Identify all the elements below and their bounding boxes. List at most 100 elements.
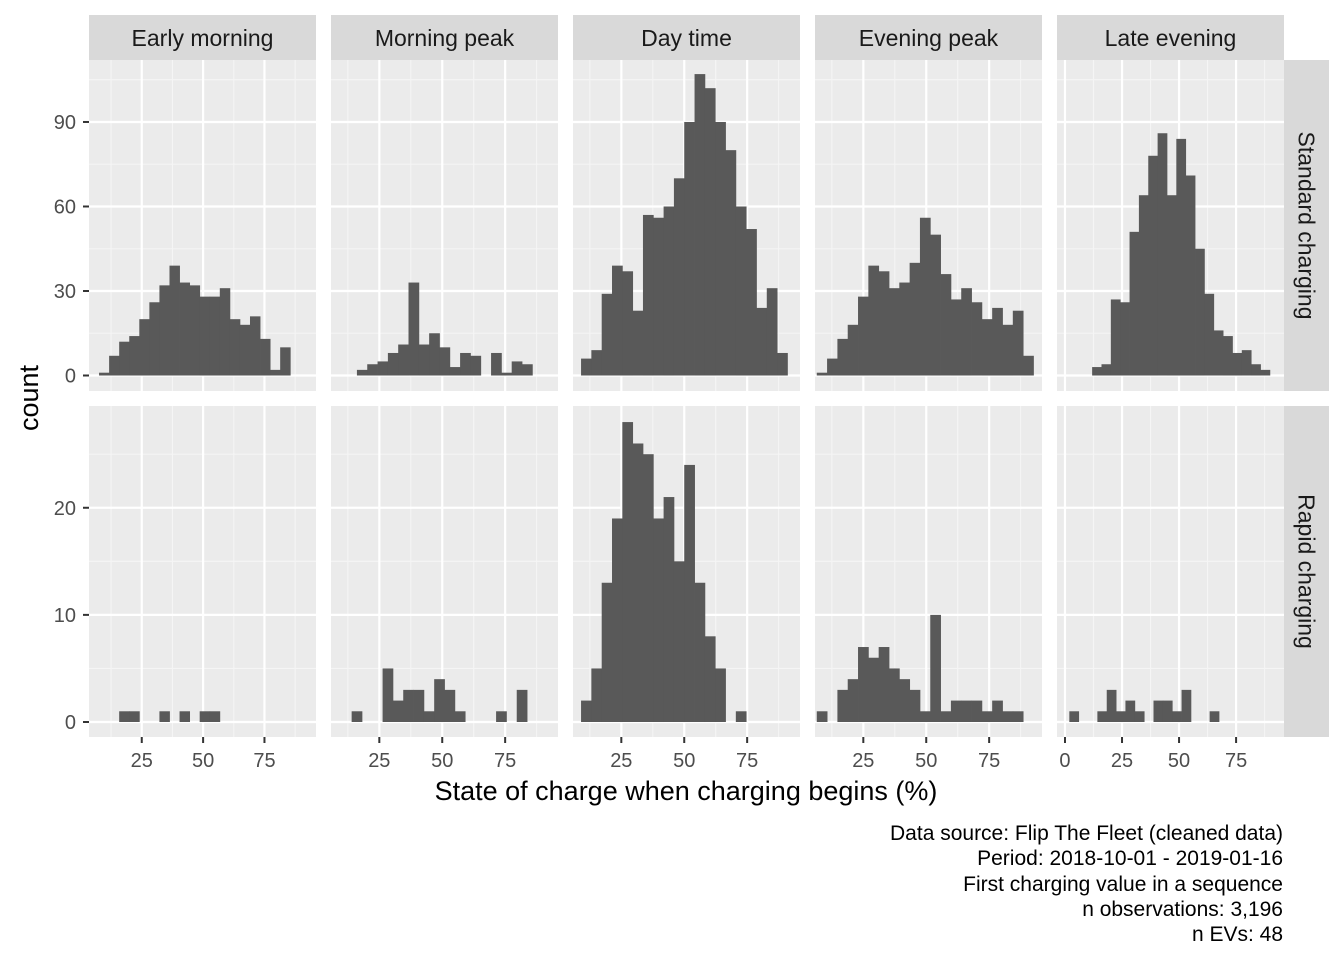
panel-background	[1057, 406, 1284, 737]
x-tick-label: 0	[1059, 750, 1070, 772]
strip-standard-charging	[1284, 60, 1329, 391]
histogram-bar	[1213, 330, 1224, 376]
x-tick-label: 50	[915, 750, 937, 772]
histogram-bar	[601, 582, 613, 723]
histogram-bar	[444, 689, 456, 723]
x-tick-label: 50	[431, 750, 453, 772]
bars-rapid-charging-late-evening	[1069, 689, 1220, 723]
histogram-bar	[899, 282, 911, 376]
histogram-bar	[816, 711, 828, 722]
histogram-bar	[756, 307, 768, 376]
histogram-bar	[1176, 138, 1187, 376]
histogram-bar	[1069, 711, 1080, 722]
x-tick-label: 50	[673, 750, 695, 772]
histogram-bar	[704, 636, 716, 723]
histogram-bar	[1116, 711, 1126, 722]
histogram-bar	[1162, 700, 1173, 722]
histogram-bar	[392, 700, 404, 722]
histogram-bar	[1101, 364, 1112, 376]
histogram-bar	[888, 668, 900, 722]
x-tick-label: 75	[494, 750, 516, 772]
histogram-bar	[1172, 711, 1182, 722]
histogram-bar	[511, 361, 523, 376]
bars-standard-charging-early-morning	[99, 265, 291, 376]
x-tick-label: 25	[368, 750, 390, 772]
histogram-bar	[858, 647, 869, 722]
histogram-bar	[129, 711, 140, 722]
caption-line: Period: 2018-10-01 - 2019-01-16	[977, 847, 1283, 870]
histogram-bar	[99, 372, 110, 376]
histogram-bar	[1153, 700, 1164, 722]
histogram-bar	[673, 561, 685, 722]
histogram-bar	[663, 206, 675, 376]
y-tick-label: 10	[54, 605, 76, 627]
histogram-bar	[1209, 711, 1220, 722]
histogram-bar	[816, 372, 828, 376]
histogram-bar	[642, 454, 654, 722]
histogram-bar	[351, 711, 363, 722]
strip-morning-peak	[331, 15, 558, 60]
histogram-bar	[423, 711, 435, 722]
histogram-bar	[149, 302, 160, 376]
histogram-bar	[653, 217, 664, 376]
histogram-bar	[356, 369, 368, 376]
histogram-bar	[899, 679, 911, 723]
bars-rapid-charging-evening-peak	[816, 614, 1024, 723]
histogram-bar	[387, 352, 399, 376]
histogram-bar	[950, 700, 962, 722]
histogram-bar	[940, 711, 952, 722]
histogram-bar	[868, 657, 880, 722]
histogram-bar	[1181, 689, 1192, 723]
histogram-bar	[612, 518, 623, 723]
histogram-bar	[581, 358, 592, 376]
histogram-bar	[847, 324, 859, 376]
histogram-bar	[612, 265, 623, 376]
histogram-bar	[1138, 195, 1149, 376]
histogram-bar	[109, 355, 120, 376]
histogram-bar	[434, 679, 445, 723]
strip-label-standard-charging: Standard charging	[1294, 132, 1320, 320]
histogram-bar	[888, 288, 900, 376]
histogram-bar	[199, 296, 211, 376]
histogram-bar	[715, 121, 726, 376]
histogram-bar	[239, 324, 251, 376]
histogram-bar	[725, 150, 737, 376]
histogram-bar	[837, 689, 849, 723]
y-tick-label: 20	[54, 498, 76, 520]
histogram-bar	[601, 293, 613, 376]
strip-label-rapid-charging: Rapid charging	[1294, 494, 1320, 649]
panels-layer	[89, 60, 1284, 737]
x-tick-label: 25	[852, 750, 874, 772]
caption-line: Data source: Flip The Fleet (cleaned dat…	[890, 822, 1283, 845]
histogram-bar	[470, 355, 482, 376]
y-axis-title: count	[14, 364, 44, 431]
y-tick-label: 60	[54, 196, 76, 218]
histogram-bar	[684, 464, 695, 723]
panel-background	[331, 60, 558, 391]
histogram-bar	[694, 582, 706, 723]
histogram-bar	[981, 319, 993, 376]
histogram-bar	[491, 352, 502, 376]
x-axis-title: State of charge when charging begins (%)	[435, 776, 938, 806]
histogram-bar	[377, 361, 389, 376]
histogram-bar	[878, 647, 890, 722]
histogram-bar	[139, 319, 150, 376]
bars-standard-charging-late-evening	[1092, 133, 1271, 376]
x-tick-label: 50	[1168, 750, 1190, 772]
histogram-bar	[429, 333, 440, 376]
histogram-bar	[159, 285, 170, 376]
histogram-bar	[1185, 175, 1196, 376]
histogram-bar	[837, 338, 849, 376]
histogram-bar	[642, 214, 654, 376]
histogram-bar	[418, 344, 430, 376]
histogram-bar	[847, 679, 859, 723]
histogram-bar	[522, 364, 533, 376]
histogram-bar	[280, 347, 291, 376]
strip-label-late-evening: Late evening	[1105, 25, 1237, 51]
x-tick-label: 75	[736, 750, 758, 772]
histogram-bar	[715, 668, 726, 722]
histogram-bar	[1195, 248, 1205, 376]
caption-line: n EVs: 48	[1192, 923, 1283, 946]
panel-standard-charging-morning-peak	[331, 60, 558, 391]
